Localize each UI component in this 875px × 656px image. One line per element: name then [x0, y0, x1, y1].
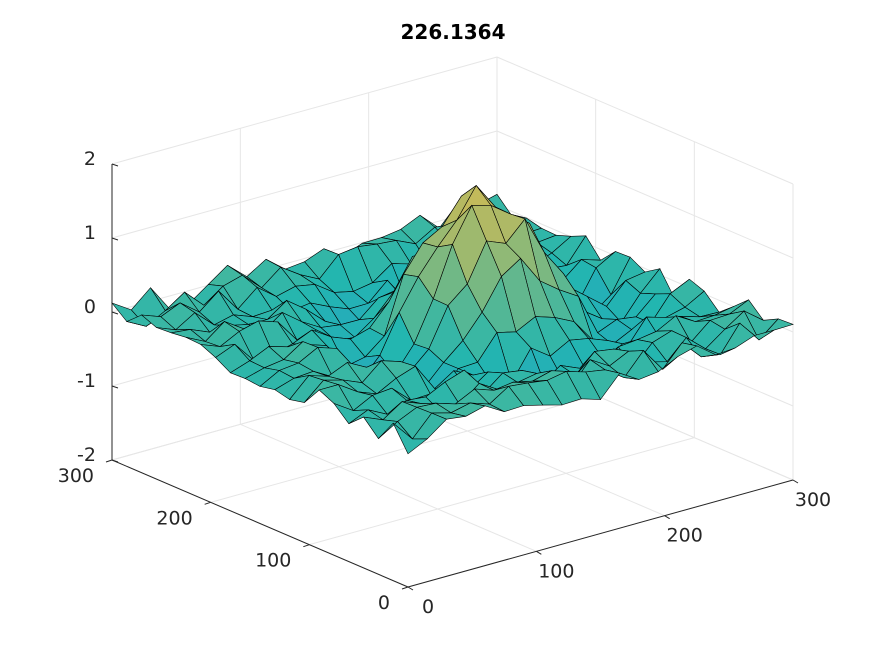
x-tick-mark: [536, 550, 542, 555]
grid-line: [496, 130, 794, 259]
z-tick-mark: [111, 459, 119, 463]
z-tick-label: -2: [77, 444, 96, 466]
grid-line: [210, 394, 596, 503]
x-tick-label: 300: [795, 489, 831, 511]
x-tick-label: 100: [538, 560, 574, 582]
z-tick-label: 1: [84, 222, 96, 244]
z-tick-label: 0: [84, 296, 96, 318]
axes-lines: [105, 163, 799, 591]
grid-line: [111, 130, 498, 239]
grid-line: [240, 423, 537, 552]
x-axis-line: [407, 479, 794, 588]
y-tick-label: 0: [378, 592, 390, 614]
grid-line: [111, 56, 498, 165]
z-tick-mark: [111, 311, 119, 315]
grid-line: [111, 204, 498, 313]
x-tick-mark: [664, 515, 670, 520]
y-tick-mark: [401, 586, 409, 590]
y-tick-mark: [303, 544, 310, 548]
y-axis-line: [111, 459, 409, 588]
y-tick-label: 200: [156, 507, 192, 529]
y-tick-mark: [204, 501, 211, 505]
y-tick-mark: [105, 459, 113, 463]
x-tick-label: 200: [667, 525, 703, 547]
surface-face: [392, 422, 429, 455]
x-tick-mark: [792, 479, 799, 484]
grid-line: [496, 56, 794, 185]
z-tick-label: 2: [84, 148, 96, 170]
x-tick-mark: [407, 586, 414, 591]
y-tick-label: 100: [255, 550, 291, 572]
chart-title: 226.1364: [400, 20, 505, 44]
z-tick-mark: [111, 385, 119, 389]
z-tick-mark: [111, 237, 119, 241]
y-tick-label: 300: [58, 465, 94, 487]
x-tick-label: 0: [422, 596, 434, 618]
z-tick-label: -1: [77, 370, 96, 392]
surface-mesh: [111, 184, 794, 455]
grid-line: [309, 437, 695, 546]
axes-grid: [111, 56, 794, 588]
z-tick-mark: [111, 163, 119, 167]
